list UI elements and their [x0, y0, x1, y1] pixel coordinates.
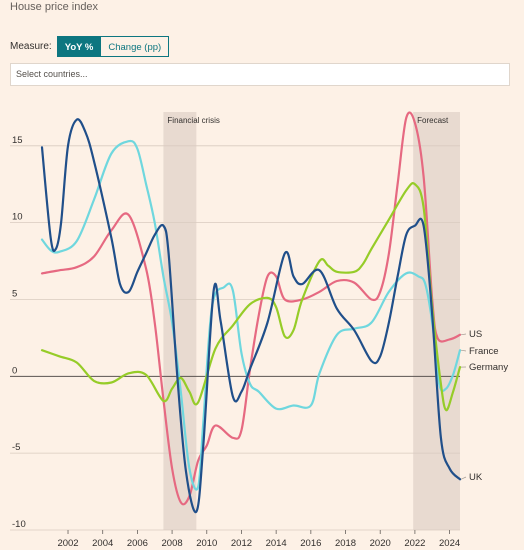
x-tick-label: 2002	[57, 538, 78, 549]
series-line-germany	[40, 182, 462, 412]
measure-yoy-button[interactable]: YoY %	[56, 36, 102, 57]
x-tick-label: 2010	[196, 538, 217, 549]
measure-control: Measure: YoY % Change (pp)	[10, 36, 170, 57]
country-select-input[interactable]: Select countries...	[10, 63, 510, 86]
y-tick-label: -5	[12, 442, 20, 453]
measure-label: Measure:	[10, 41, 52, 52]
shaded-period-1	[413, 112, 460, 530]
x-tick-label: 2006	[127, 538, 148, 549]
series-label-us: US	[469, 329, 482, 340]
x-tick-label: 2012	[231, 538, 252, 549]
y-tick-label: 15	[12, 135, 23, 146]
x-tick-label: 2014	[266, 538, 287, 549]
x-tick-label: 2022	[404, 538, 425, 549]
shaded-period-label-0: Financial crisis	[167, 116, 219, 125]
series-line-uk	[40, 118, 462, 514]
series-label-leader-france	[460, 349, 467, 352]
series-line-us	[40, 111, 462, 506]
x-tick-label: 2004	[92, 538, 113, 549]
series-label-germany: Germany	[469, 362, 508, 373]
y-tick-label: 0	[12, 365, 17, 376]
measure-change-button[interactable]: Change (pp)	[101, 36, 170, 57]
y-tick-label: -10	[12, 519, 26, 530]
x-tick-label: 2016	[300, 538, 321, 549]
x-tick-label: 2024	[439, 538, 460, 549]
shaded-period-0	[163, 112, 197, 530]
series-label-france: France	[469, 346, 499, 357]
shaded-period-label-1: Forecast	[417, 116, 449, 125]
y-tick-label: 10	[12, 212, 23, 223]
series-label-leader-uk	[460, 476, 467, 480]
series-label-uk: UK	[469, 472, 483, 483]
x-tick-label: 2020	[370, 538, 391, 549]
series-line-france	[40, 139, 462, 491]
page-title: House price index	[10, 1, 99, 13]
x-tick-label: 2018	[335, 538, 356, 549]
series-label-leader-us	[460, 333, 467, 336]
x-tick-label: 2008	[162, 538, 183, 549]
y-tick-label: 5	[12, 288, 17, 299]
